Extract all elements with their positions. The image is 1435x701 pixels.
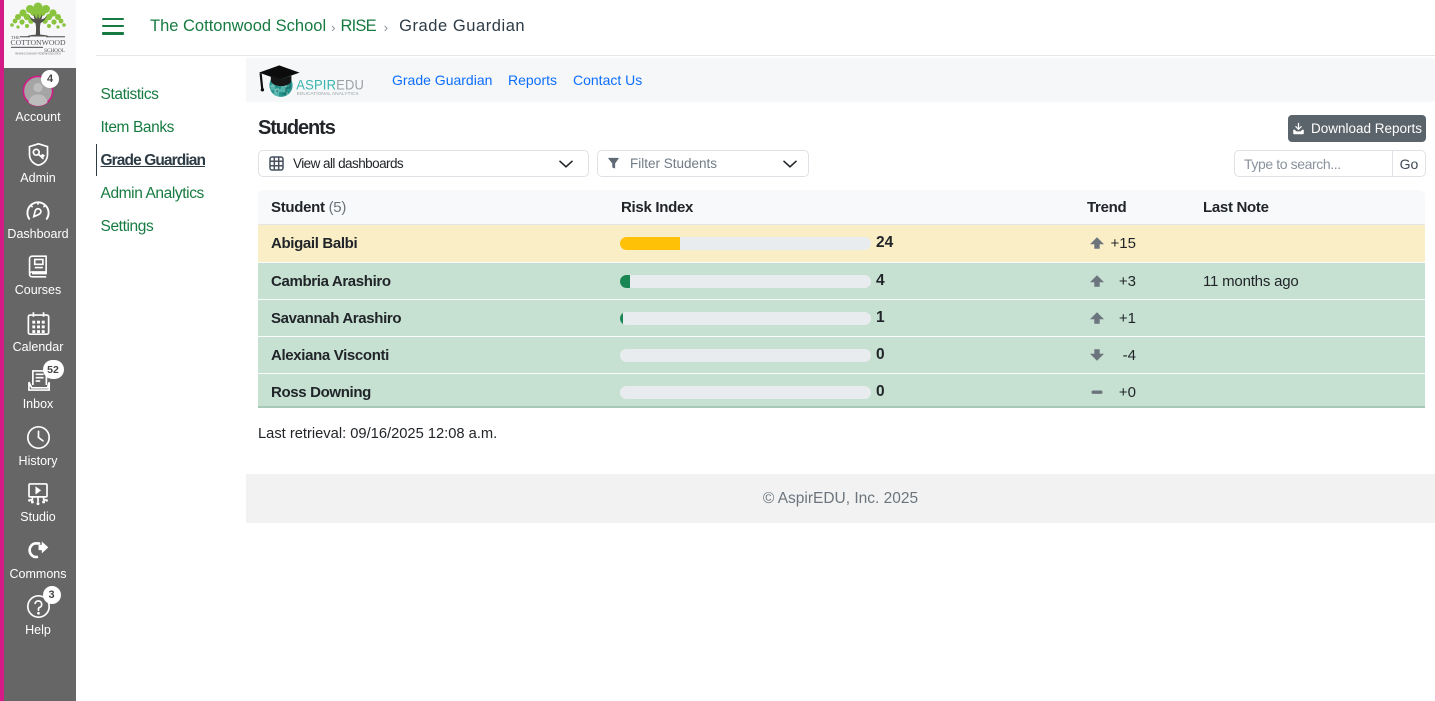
- svg-text:ASPIREDU: ASPIREDU: [296, 77, 364, 92]
- svg-text:RENEWING COMMUNITY · REDEFININ: RENEWING COMMUNITY · REDEFINING EDUCATIO…: [15, 52, 61, 56]
- svg-text:SCHOOL: SCHOOL: [44, 48, 65, 54]
- svg-text:THE: THE: [11, 35, 20, 40]
- svg-text:EDUCATIONAL ANALYTICS: EDUCATIONAL ANALYTICS: [297, 91, 359, 96]
- svg-text:COTTONWOOD: COTTONWOOD: [11, 39, 66, 47]
